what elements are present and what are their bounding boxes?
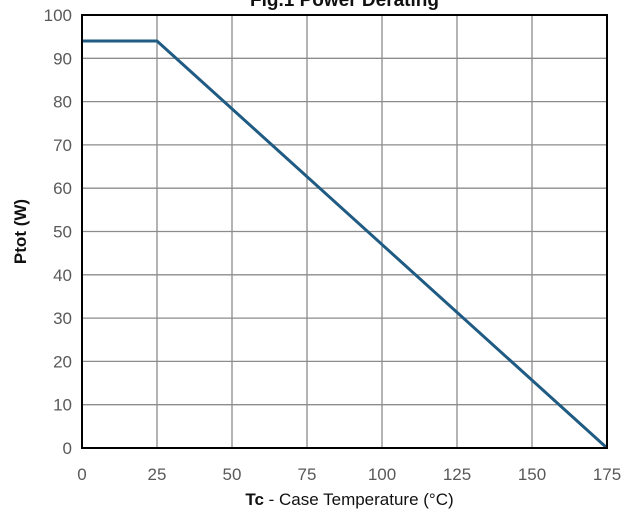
y-tick-label: 80 (53, 93, 72, 112)
x-tick-label: 125 (443, 465, 471, 484)
y-tick-label: 100 (44, 6, 72, 25)
y-tick-labels: 0 10 20 30 40 50 60 70 80 90 100 (44, 6, 72, 458)
y-tick-label: 50 (53, 223, 72, 242)
y-tick-label: 30 (53, 309, 72, 328)
x-axis-label-text: - Case Temperature (°C) (264, 490, 454, 509)
x-axis-label-symbol: Tc (245, 490, 264, 509)
x-tick-label: 50 (223, 465, 242, 484)
x-tick-label: 100 (368, 465, 396, 484)
y-tick-label: 0 (63, 439, 72, 458)
chart-title: Fig.1 Power Derating (250, 0, 439, 11)
y-tick-label: 40 (53, 266, 72, 285)
y-tick-label: 90 (53, 49, 72, 68)
y-tick-label: 20 (53, 352, 72, 371)
series-layer (82, 39, 609, 450)
x-tick-label: 0 (77, 465, 86, 484)
plot-frame (81, 14, 608, 449)
y-tick-label: 10 (53, 396, 72, 415)
grid-lines (81, 14, 608, 449)
x-tick-label: 175 (593, 465, 621, 484)
x-tick-label: 150 (518, 465, 546, 484)
y-tick-label: 60 (53, 179, 72, 198)
x-tick-label: 75 (298, 465, 317, 484)
x-tick-label: 25 (148, 465, 167, 484)
x-axis-label: Tc - Case Temperature (°C) (245, 490, 453, 509)
y-axis-label: Ptot (W) (11, 199, 30, 264)
y-tick-label: 70 (53, 136, 72, 155)
x-tick-labels: 0 25 50 75 100 125 150 175 (77, 465, 621, 484)
derating-curve (82, 39, 609, 450)
